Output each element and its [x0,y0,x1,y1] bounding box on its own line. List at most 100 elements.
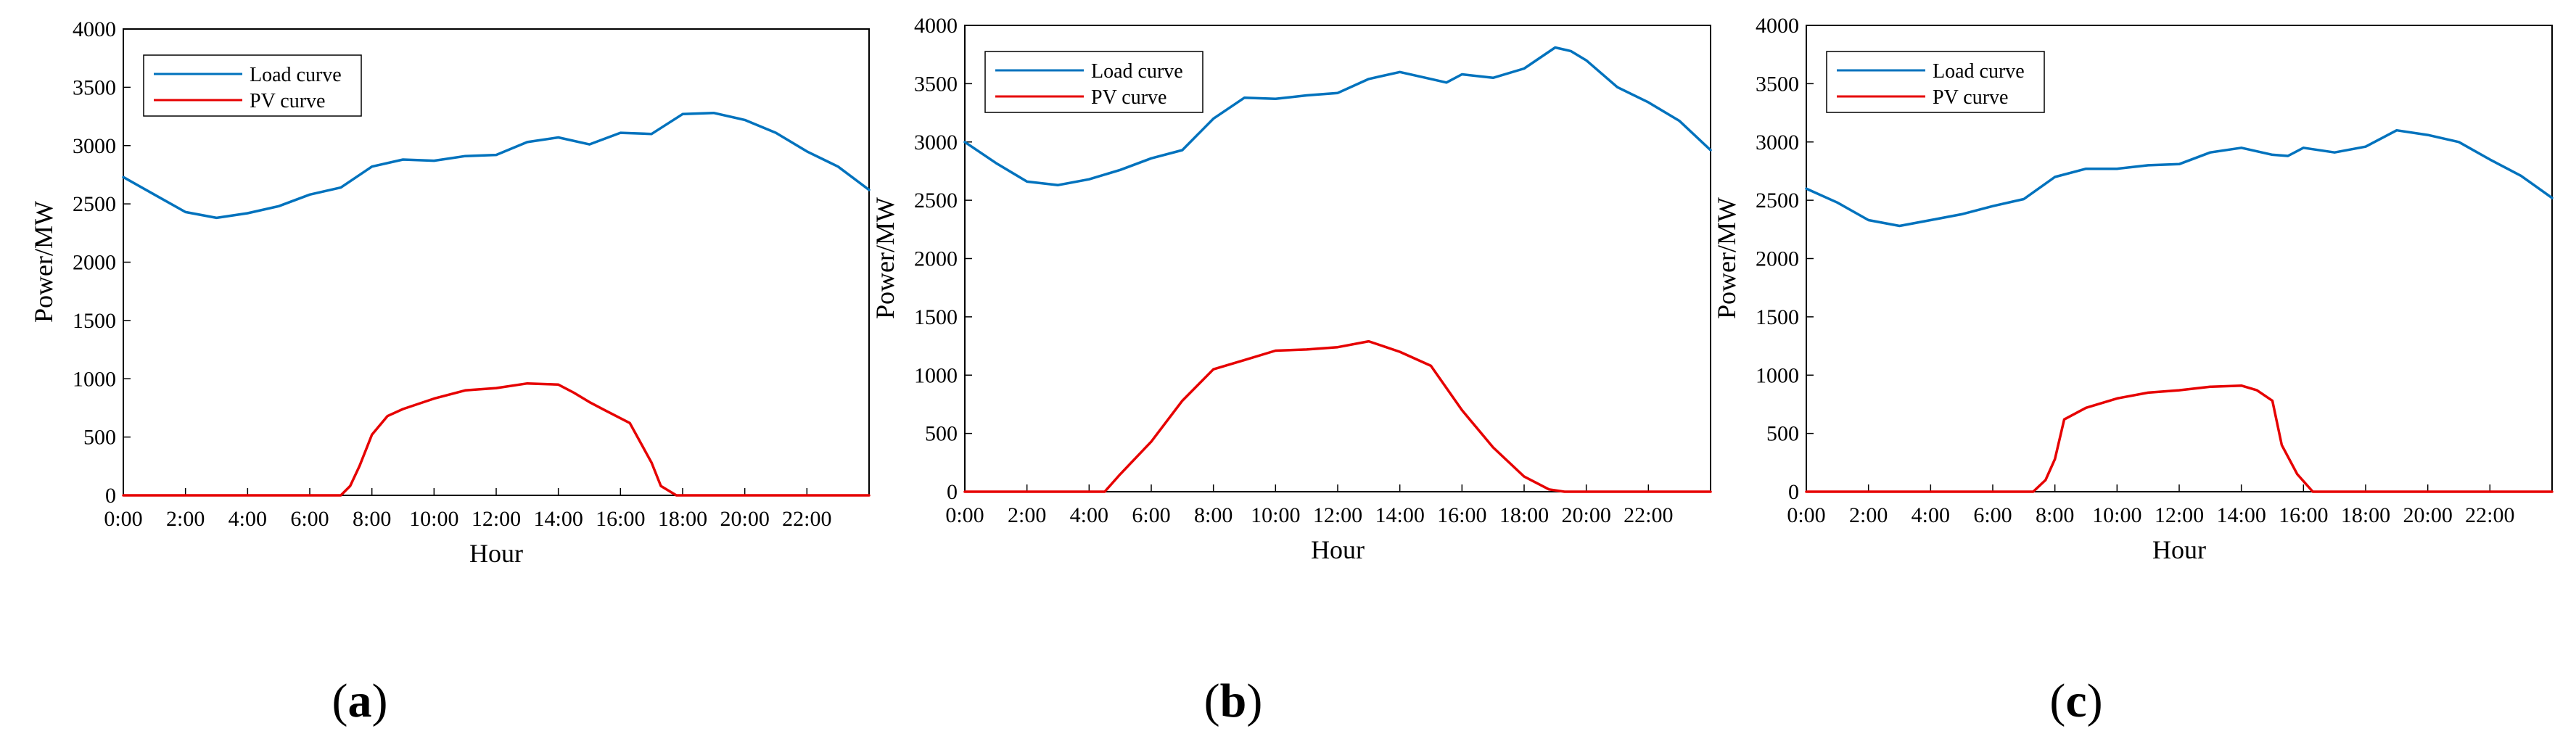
y-tick-label: 2500 [914,189,958,212]
x-tick-label: 16:00 [596,507,645,531]
panel-letter-a: (a) [332,674,388,727]
legend-label-load: Load curve [250,64,342,86]
y-tick-label: 500 [1766,422,1799,446]
x-axis-ticks: 0:00 2:00 4:00 6:00 8:00 10:00 12:00 14:00 16:00… [1787,484,2515,527]
x-axis-label: Hour [469,539,523,568]
y-axis-ticks: 0 500 1000 1500 2000 2500 3000 3500 4000 [914,14,972,504]
y-tick-label: 3000 [914,131,958,154]
x-tick-label: 2:00 [166,507,205,531]
y-axis-ticks: 0 500 1000 1500 2000 2500 3000 3500 4000 [1756,14,1814,504]
y-tick-label: 1500 [73,309,116,333]
legend-label-load: Load curve [1933,60,2025,83]
panel-letter-c: (c) [2049,674,2102,727]
x-tick-label: 14:00 [533,507,583,531]
x-tick-label: 22:00 [782,507,831,531]
x-tick-label: 12:00 [2155,503,2204,527]
y-tick-label: 1500 [914,305,958,329]
legend: Load curve PV curve [1826,51,2045,113]
y-axis-label: Power/MW [871,197,900,319]
y-tick-label: 2500 [73,192,116,216]
x-tick-label: 16:00 [2279,503,2328,527]
x-tick-label: 4:00 [1912,503,1950,527]
x-tick-label: 8:00 [353,507,391,531]
y-tick-label: 3000 [1756,131,1799,154]
x-tick-label: 4:00 [229,507,267,531]
y-tick-label: 0 [105,484,116,508]
chart-panel-c: 0 500 1000 1500 2000 2500 3000 3500 4000 0:00 2:0… [1712,14,2554,564]
legend-box [143,54,362,117]
x-tick-label: 12:00 [472,507,521,531]
pv-curve-line [1805,384,2554,493]
y-tick-label: 2000 [1756,247,1799,271]
y-axis-ticks: 0 500 1000 1500 2000 2500 3000 3500 4000 [73,17,131,508]
x-tick-label: 12:00 [1313,503,1362,527]
y-tick-label: 2000 [73,251,116,275]
y-tick-label: 4000 [914,14,958,38]
x-tick-label: 4:00 [1070,503,1108,527]
y-tick-label: 1500 [1756,305,1799,329]
y-tick-label: 3500 [73,75,116,99]
x-tick-label: 22:00 [1624,503,1673,527]
x-tick-label: 6:00 [1132,503,1170,527]
y-axis-label: Power/MW [1712,197,1741,319]
legend-box [984,51,1203,113]
pv-curve-line [963,339,1712,493]
load-curve-line [1805,128,2554,228]
legend-box [1826,51,2045,113]
x-axis-ticks: 0:00 2:00 4:00 6:00 8:00 10:00 12:00 14:00 16:00… [945,484,1674,527]
legend: Load curve PV curve [984,51,1203,113]
x-tick-label: 20:00 [2403,503,2452,527]
legend-label-pv: PV curve [1091,86,1166,109]
x-tick-label: 20:00 [720,507,769,531]
x-tick-label: 0:00 [104,507,142,531]
panel-letter-b: (b) [1204,674,1263,727]
chart-panel-a: 0 500 1000 1500 2000 2500 3000 3500 4000 0:00 2:0… [29,17,871,568]
legend-label-pv: PV curve [250,90,325,112]
y-tick-label: 4000 [73,17,116,41]
x-axis-label: Hour [2152,535,2206,564]
y-tick-label: 0 [947,480,958,504]
y-tick-label: 500 [925,422,958,446]
y-tick-label: 3000 [73,134,116,158]
series-lines [122,111,871,497]
x-tick-label: 14:00 [1375,503,1424,527]
y-tick-label: 0 [1788,480,1799,504]
y-axis-label: Power/MW [29,201,58,323]
load-curve-line [963,46,1712,186]
y-tick-label: 1000 [73,367,116,391]
y-tick-label: 1000 [914,363,958,387]
x-tick-label: 0:00 [1787,503,1825,527]
chart-panel-b: 0 500 1000 1500 2000 2500 3000 3500 4000 0:00 2:0… [871,14,1712,564]
y-tick-label: 1000 [1756,363,1799,387]
x-tick-label: 6:00 [1973,503,2012,527]
x-tick-label: 2:00 [1849,503,1888,527]
y-tick-label: 500 [83,426,116,450]
y-tick-label: 2000 [914,247,958,271]
x-tick-label: 20:00 [1561,503,1610,527]
pv-curve-line [122,381,871,497]
x-tick-label: 22:00 [2465,503,2514,527]
x-axis-ticks: 0:00 2:00 4:00 6:00 8:00 10:00 12:00 14:00 16:00… [104,488,832,531]
x-tick-label: 8:00 [1194,503,1233,527]
x-tick-label: 10:00 [1251,503,1300,527]
y-tick-label: 2500 [1756,189,1799,212]
legend: Load curve PV curve [143,54,362,117]
y-tick-label: 4000 [1756,14,1799,38]
x-tick-label: 14:00 [2216,503,2266,527]
x-tick-label: 0:00 [945,503,984,527]
y-tick-label: 3500 [1756,72,1799,96]
x-tick-label: 2:00 [1008,503,1046,527]
series-lines [963,46,1712,493]
legend-label-pv: PV curve [1933,86,2008,109]
x-tick-label: 18:00 [2341,503,2390,527]
x-tick-label: 18:00 [658,507,707,531]
legend-label-load: Load curve [1091,60,1183,83]
y-tick-label: 3500 [914,72,958,96]
x-axis-label: Hour [1311,535,1365,564]
x-tick-label: 18:00 [1499,503,1549,527]
x-tick-label: 10:00 [2092,503,2141,527]
series-lines [1805,128,2554,493]
x-tick-label: 8:00 [2036,503,2074,527]
x-tick-label: 6:00 [290,507,329,531]
